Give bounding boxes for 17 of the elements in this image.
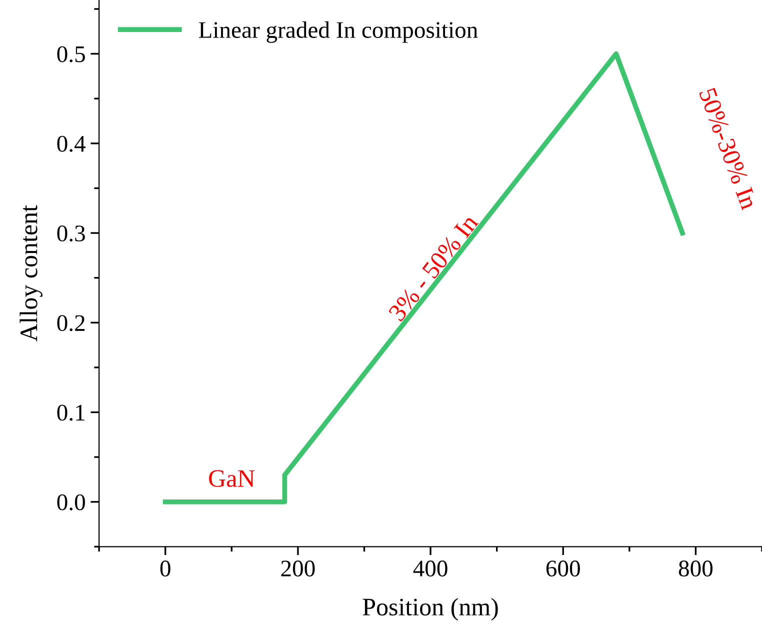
x-tick-label: 800 [678, 560, 713, 576]
x-axis-title: Position (nm) [362, 598, 498, 621]
legend-label: Linear graded In composition [198, 21, 478, 43]
x-tick-label: 200 [281, 560, 315, 576]
x-tick-label: 600 [546, 560, 580, 576]
line-series [162, 51, 685, 504]
y-tick-label: 0.2 [57, 315, 85, 332]
x-tick-label: 0 [160, 560, 170, 576]
y-tick-label: 0.5 [57, 46, 85, 62]
y-tick-label: 0.3 [57, 226, 85, 242]
y-tick-label: 0.0 [57, 494, 85, 510]
y-tick-label: 0.4 [57, 136, 86, 152]
y-axis-title: Alloy content [20, 205, 42, 342]
annotation: 3% - 50% In [388, 212, 479, 322]
x-tick-label: 400 [413, 560, 448, 576]
annotation: GaN [209, 470, 255, 487]
y-tick-label: 0.1 [57, 404, 84, 421]
